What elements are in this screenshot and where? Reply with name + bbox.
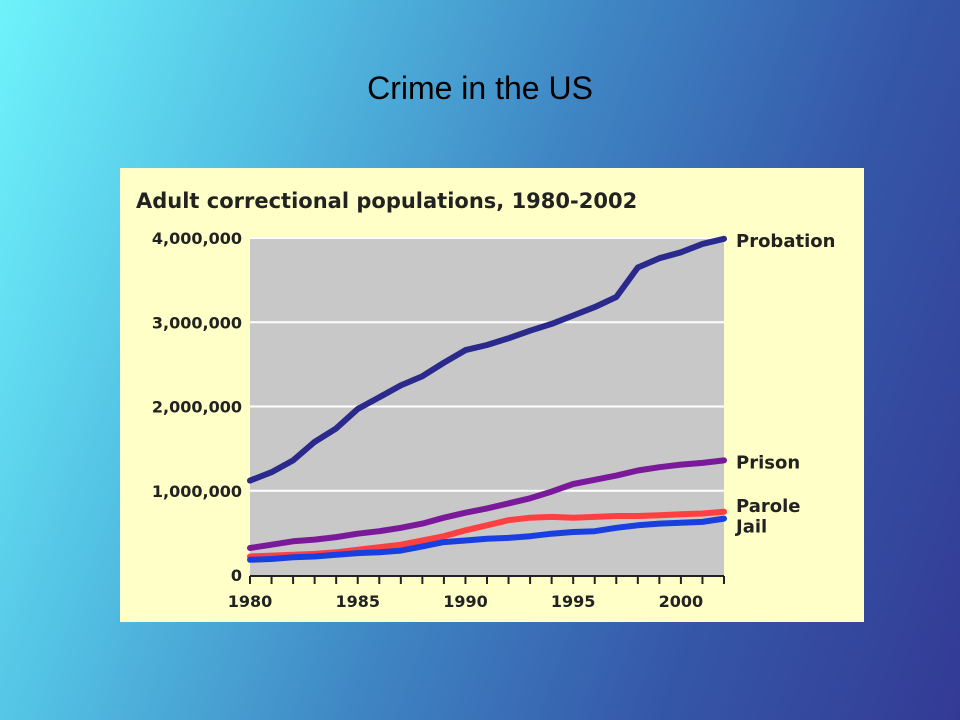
y-tick-label: 0 [231,566,242,585]
x-tick-label: 1980 [228,592,273,611]
x-tick-label: 2000 [659,592,704,611]
plot-area: 4,000,000 3,000,000 2,000,000 1,000,000 0 198… [152,229,836,611]
y-tick-label: 2,000,000 [152,398,242,417]
chart-panel: Adult correctional populations, 1980-200… [120,168,864,622]
y-tick-label: 3,000,000 [152,313,242,332]
y-tick-label: 1,000,000 [152,482,242,501]
y-tick-label: 4,000,000 [152,229,242,248]
series-label-parole: Parole [736,496,800,517]
series-label-prison: Prison [736,452,800,473]
series-line-probation [247,235,727,484]
line-chart: Adult correctional populations, 1980-200… [136,189,836,611]
series-label-jail: Jail [734,517,767,538]
slide-title: Crime in the US [367,70,593,106]
x-tick-label: 1995 [551,592,596,611]
series-label-probation: Probation [736,231,835,252]
series-line-prison [247,457,727,551]
series-line-jail [247,515,727,563]
chart-title: Adult correctional populations, 1980-200… [136,189,637,213]
x-tick-label: 1985 [335,592,380,611]
x-tick-label: 1990 [443,592,488,611]
